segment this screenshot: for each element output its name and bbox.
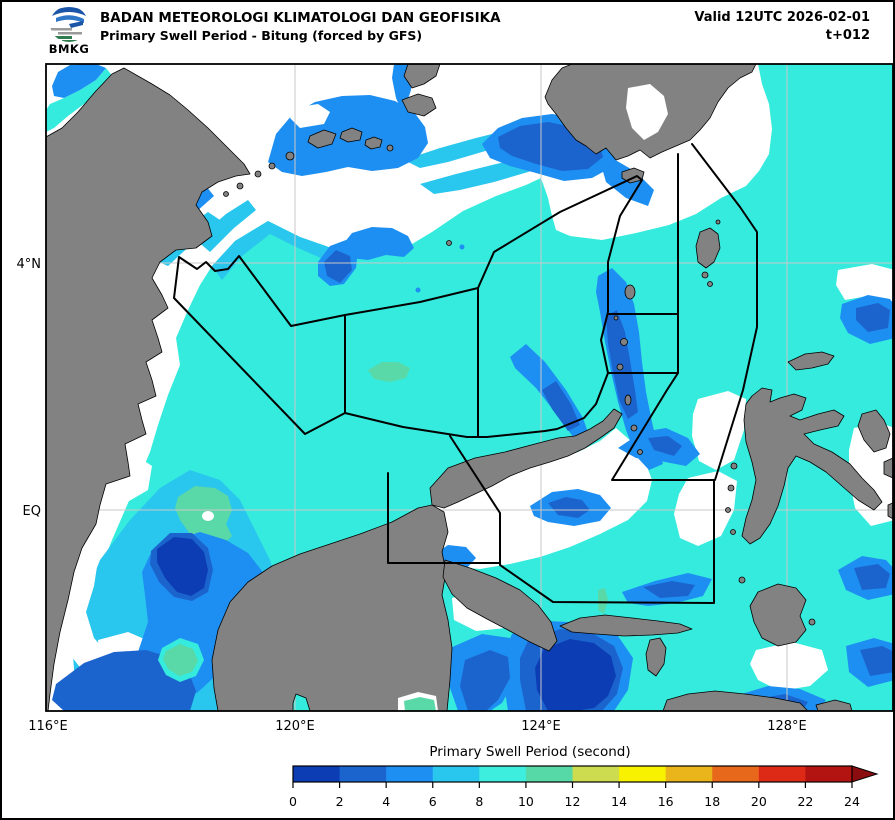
colorbar-ticks: 0 2 4 6 8 10 12 14 16 18 20 22 24 xyxy=(289,782,860,809)
colorbar-segment xyxy=(525,766,573,782)
colorbar-tick-label: 24 xyxy=(844,794,860,809)
colorbar-tick-label: 2 xyxy=(336,794,344,809)
colorbar-title: Primary Swell Period (second) xyxy=(429,744,630,760)
colorbar-tick-label: 12 xyxy=(565,794,581,809)
colorbar-tick-label: 8 xyxy=(475,794,483,809)
y-tick-4n: 4°N xyxy=(17,257,42,272)
zone-boundaries xyxy=(173,143,758,604)
colorbar-segment xyxy=(805,766,853,782)
colorbar-arrow xyxy=(851,765,879,783)
x-tick-116e: 116°E xyxy=(28,719,68,734)
colorbar-tick-label: 4 xyxy=(382,794,390,809)
colorbar-segment xyxy=(339,766,387,782)
bmkg-logo-icon xyxy=(50,6,88,42)
x-tick-124e: 124°E xyxy=(521,719,561,734)
colorbar-segment xyxy=(432,766,480,782)
colorbar-tick-label: 16 xyxy=(658,794,674,809)
colorbar-tick-label: 22 xyxy=(797,794,813,809)
map-plot xyxy=(46,64,893,711)
colorbar-tick-label: 20 xyxy=(751,794,767,809)
x-tick-120e: 120°E xyxy=(275,719,315,734)
logo-label: BMKG xyxy=(48,42,90,56)
colorbar-segment xyxy=(572,766,620,782)
colorbar-tick-label: 14 xyxy=(611,794,627,809)
colorbar-segment xyxy=(665,766,713,782)
colorbar-tick-label: 18 xyxy=(704,794,720,809)
colorbar-tick-label: 0 xyxy=(289,794,297,809)
colorbar-segments xyxy=(293,766,853,782)
agency-title: BADAN METEOROLOGI KLIMATOLOGI DAN GEOFIS… xyxy=(100,10,501,26)
forecast-step: t+012 xyxy=(825,28,870,43)
colorbar-tick-label: 10 xyxy=(518,794,534,809)
colorbar-segment xyxy=(712,766,760,782)
colorbar-tick-label: 6 xyxy=(429,794,437,809)
product-title: Primary Swell Period - Bitung (forced by… xyxy=(100,28,423,43)
colorbar-segment xyxy=(386,766,434,782)
axis-labels: 4°N EQ 116°E 120°E 124°E 128°E xyxy=(17,257,807,734)
colorbar-segment xyxy=(758,766,806,782)
y-tick-eq: EQ xyxy=(23,504,41,519)
colorbar-segment xyxy=(619,766,667,782)
colorbar: Primary Swell Period (second) 0 2 4 6 8 10 12 1… xyxy=(289,744,879,809)
land-layer xyxy=(46,64,893,711)
x-tick-128e: 128°E xyxy=(767,719,807,734)
colorbar-segment xyxy=(293,766,341,782)
colorbar-segment xyxy=(479,766,527,782)
valid-time: Valid 12UTC 2026-02-01 xyxy=(694,10,870,25)
